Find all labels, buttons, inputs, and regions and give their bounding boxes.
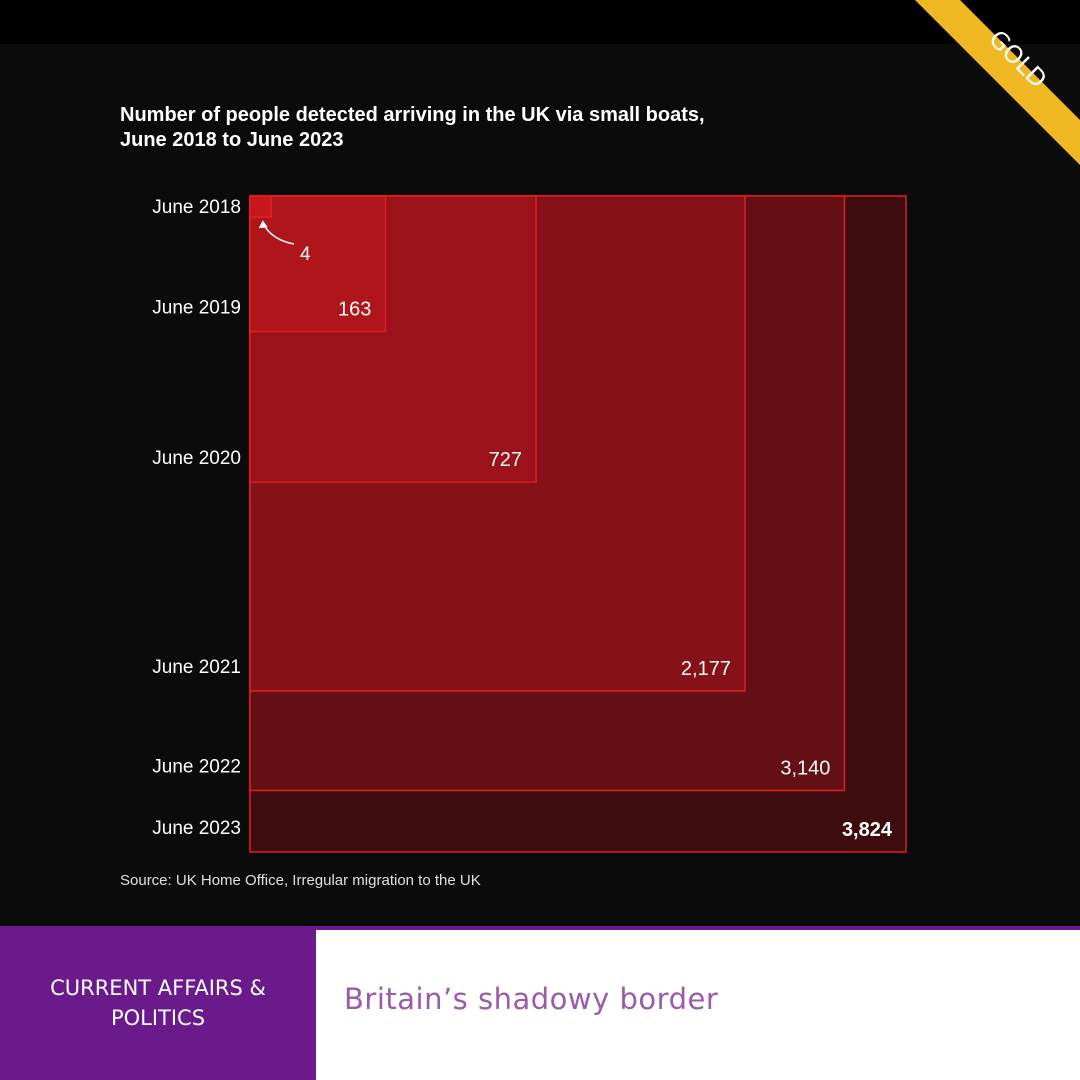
square-june-2018 — [249, 195, 272, 218]
value-label-june-2023: 3,824 — [842, 819, 893, 841]
category-label-june-2023: June 2023 — [152, 818, 241, 839]
value-label-june-2022: 3,140 — [780, 757, 830, 779]
award-ribbon: GOLD — [915, 0, 1080, 165]
category-line-2: POLITICS — [110, 1006, 206, 1030]
category-label-june-2020: June 2020 — [152, 448, 241, 469]
article-panel: Britain’s shadowy border — [316, 926, 1080, 1080]
value-label-june-2018: 4 — [300, 244, 311, 265]
chart-source: Source: UK Home Office, Irregular migrat… — [120, 872, 481, 889]
top-strip — [0, 0, 1080, 44]
category-label: CURRENT AFFAIRS & POLITICS — [50, 973, 266, 1033]
square-june-2019 — [249, 195, 387, 333]
chart-title: Number of people detected arriving in th… — [120, 103, 880, 153]
category-label-june-2021: June 2021 — [152, 657, 241, 678]
annotation-arrow-head — [258, 220, 268, 229]
category-label-june-2018: June 2018 — [152, 197, 241, 218]
value-label-june-2021: 2,177 — [681, 658, 731, 680]
chart-title-line-2: June 2018 to June 2023 — [120, 129, 344, 151]
category-line-1: CURRENT AFFAIRS & — [50, 976, 266, 1000]
article-title: Britain’s shadowy border — [344, 982, 719, 1016]
value-label-june-2019: 163 — [338, 298, 371, 320]
chart-title-line-1: Number of people detected arriving in th… — [120, 104, 705, 126]
award-ribbon-band — [915, 0, 1080, 165]
category-label-june-2019: June 2019 — [152, 297, 241, 318]
category-label-june-2022: June 2022 — [152, 756, 241, 777]
value-label-june-2020: 727 — [489, 449, 522, 471]
category-panel: CURRENT AFFAIRS & POLITICS — [0, 926, 316, 1080]
